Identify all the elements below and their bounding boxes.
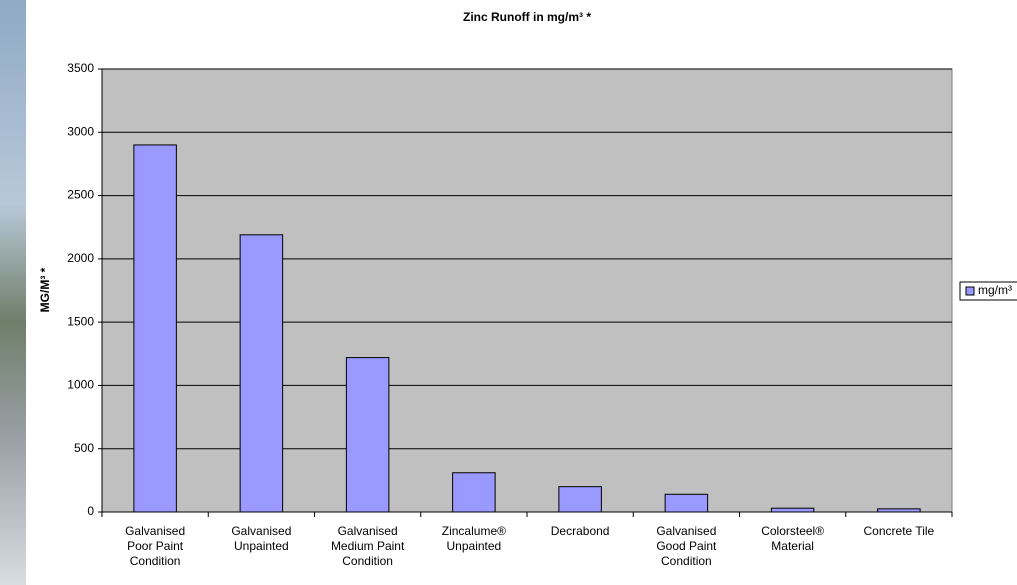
bar bbox=[240, 235, 283, 512]
x-tick-label: Concrete Tile bbox=[858, 524, 940, 539]
legend-label: mg/m³ bbox=[978, 283, 1012, 297]
y-tick-label: 2000 bbox=[67, 251, 94, 265]
bar bbox=[771, 508, 814, 512]
bar bbox=[134, 145, 177, 512]
plot-area bbox=[102, 69, 952, 512]
page: Zinc Runoff in mg/m³ * MG/M³ * 0 500 1000 1… bbox=[0, 0, 1017, 585]
y-tick-label: 3500 bbox=[67, 61, 94, 75]
x-tick-label: Colorsteel® Material bbox=[752, 524, 834, 554]
chart-title: Zinc Runoff in mg/m³ * bbox=[463, 10, 591, 24]
x-tick-label: Galvanised Medium Paint Condition bbox=[327, 524, 409, 569]
bar bbox=[559, 487, 602, 512]
chart: Zinc Runoff in mg/m³ * MG/M³ * 0 500 1000 1… bbox=[0, 0, 1017, 585]
bar bbox=[665, 494, 708, 512]
x-tick-label: Decrabond bbox=[539, 524, 621, 539]
bar bbox=[346, 358, 389, 512]
bar bbox=[453, 473, 496, 512]
x-tick-label: Zincalume® Unpainted bbox=[433, 524, 515, 554]
background-photo-strip bbox=[0, 0, 26, 585]
y-tick-label: 500 bbox=[74, 441, 94, 455]
x-tick-label: Galvanised Poor Paint Condition bbox=[114, 524, 196, 569]
y-axis-label: MG/M³ * bbox=[38, 267, 52, 312]
y-tick-label: 3000 bbox=[67, 124, 94, 138]
x-tick-label: Galvanised Unpainted bbox=[220, 524, 302, 554]
legend-swatch bbox=[966, 287, 974, 295]
bar bbox=[878, 509, 921, 512]
y-tick-label: 2500 bbox=[67, 188, 94, 202]
x-tick-label: Galvanised Good Paint Condition bbox=[645, 524, 727, 569]
y-tick-label: 0 bbox=[87, 504, 94, 518]
y-tick-label: 1000 bbox=[67, 378, 94, 392]
y-tick-label: 1500 bbox=[67, 314, 94, 328]
